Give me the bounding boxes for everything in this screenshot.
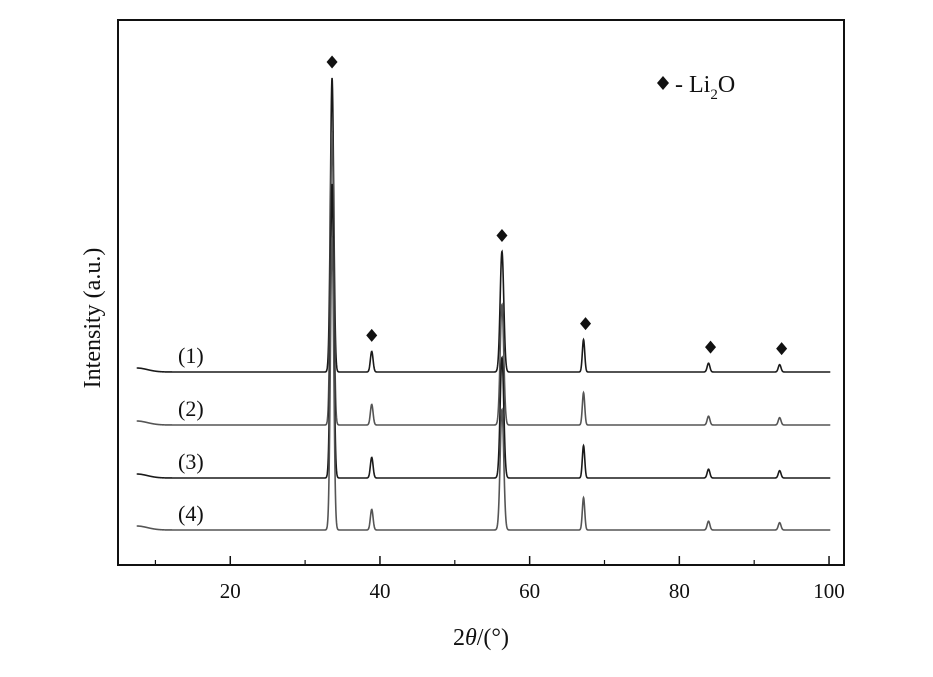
legend-li: Li bbox=[689, 72, 711, 98]
peak-diamond-marker bbox=[326, 55, 338, 69]
series-label-2: (2) bbox=[178, 396, 204, 421]
legend-diamond-icon bbox=[657, 76, 669, 90]
series-label-1: (1) bbox=[178, 343, 204, 368]
x-axis-ticks: 20 40 60 80 100 bbox=[154, 556, 845, 603]
legend-sub: 2 bbox=[710, 87, 718, 103]
x-tick-label: 20 bbox=[220, 579, 241, 603]
legend-o: O bbox=[718, 72, 735, 98]
series-trace-3 bbox=[136, 183, 831, 479]
legend-label: - Li2O bbox=[675, 72, 735, 103]
x-tick-label: 80 bbox=[669, 579, 690, 603]
peak-diamond-marker bbox=[580, 317, 592, 331]
peak-markers bbox=[326, 55, 788, 356]
peak-diamond-marker bbox=[366, 328, 378, 342]
series-trace-1 bbox=[136, 77, 831, 373]
series-label-3: (3) bbox=[178, 449, 204, 474]
legend-dash: - bbox=[675, 72, 683, 98]
traces bbox=[136, 77, 831, 531]
series-labels: (1) (2) (3) (4) bbox=[178, 343, 204, 526]
x-tick-label: 40 bbox=[369, 579, 390, 603]
x-tick-label: 60 bbox=[519, 579, 540, 603]
series-trace-2 bbox=[136, 130, 831, 426]
peak-diamond-marker bbox=[776, 342, 788, 356]
plot-frame bbox=[117, 19, 845, 566]
y-axis-title: Intensity (a.u.) bbox=[80, 248, 106, 389]
series-trace-4 bbox=[136, 235, 831, 531]
peak-diamond-marker bbox=[496, 228, 508, 242]
peak-diamond-marker bbox=[705, 340, 717, 354]
x-tick-label: 100 bbox=[813, 579, 845, 603]
x-axis-title: 2θ/(°) bbox=[453, 625, 509, 651]
series-label-4: (4) bbox=[178, 501, 204, 526]
legend: - Li2O bbox=[657, 72, 735, 103]
